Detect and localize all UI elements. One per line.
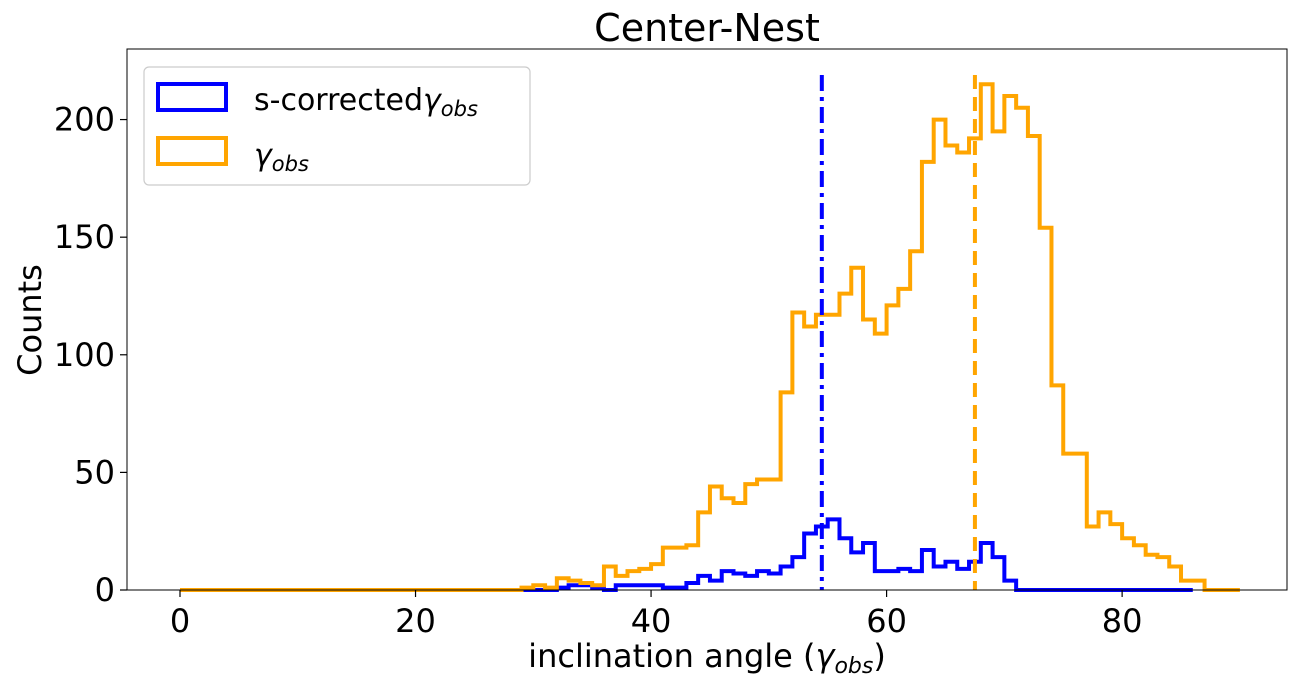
histogram-bin [804, 327, 816, 590]
plot-border [126, 48, 1288, 591]
histogram-bin [733, 503, 745, 590]
legend-swatch-s-corrected [156, 82, 228, 112]
legend: s-correctedγobs γobs [143, 66, 531, 186]
series-s_corrected [521, 517, 1193, 592]
series-outline-s_corrected [521, 517, 1193, 592]
chart-title: Center-Nest [594, 6, 820, 50]
legend-label-s-corrected-text: s-corrected [254, 83, 423, 118]
histogram-bin [993, 131, 1005, 590]
histogram-bin [910, 251, 922, 590]
x-tick-label: 80 [1102, 602, 1143, 640]
x-tick-label: 0 [170, 602, 190, 640]
histogram-bin [934, 120, 946, 590]
y-tick-label: 150 [54, 218, 115, 256]
x-axis-label-end: ) [873, 637, 885, 675]
histogram-bin [675, 548, 687, 590]
vline-layer [819, 75, 977, 590]
legend-label-s-corrected: s-correctedγobs [254, 83, 478, 121]
histogram-bin [616, 576, 628, 590]
histogram-bin [686, 545, 698, 590]
histogram-bin [898, 289, 910, 590]
histogram-bin [722, 498, 734, 590]
legend-frame [143, 66, 531, 186]
histogram-bin [828, 315, 840, 590]
y-tick-label: 0 [95, 571, 115, 609]
legend-label-gamma-obs: γobs [254, 138, 309, 176]
histogram-bin [1146, 555, 1158, 590]
y-tick-label: 200 [54, 101, 115, 139]
x-axis-label-text: inclination angle ( [528, 637, 815, 675]
y-tick-label: 100 [54, 336, 115, 374]
histogram-bin [887, 305, 899, 590]
histogram-bin [769, 479, 781, 590]
histogram-bin [757, 479, 769, 590]
y-axis-ticks: 0 50 100 150 200 [54, 101, 127, 609]
legend-swatch-gamma-obs [156, 136, 228, 166]
legend-label-gamma-obs-symbol: γ [254, 138, 274, 173]
y-axis-label: Counts [11, 264, 49, 376]
x-axis-label-symbol: γ [816, 637, 837, 675]
histogram-bin [1063, 454, 1075, 590]
histogram-bin [875, 334, 887, 590]
histogram-bin [981, 84, 993, 590]
histogram-bin [945, 145, 957, 590]
histogram-bin [1087, 526, 1099, 590]
histogram-bin [1016, 108, 1028, 590]
legend-label-gamma-obs-subscript: obs [272, 152, 309, 176]
histogram-bin [863, 320, 875, 591]
histogram-bin [957, 152, 969, 590]
legend-label-s-corrected-subscript: obs [441, 97, 478, 121]
x-axis-ticks: 0 20 40 60 80 [170, 590, 1143, 640]
x-tick-label: 40 [631, 602, 672, 640]
histogram-bin [1004, 96, 1016, 590]
x-tick-label: 60 [866, 602, 907, 640]
legend-label-s-corrected-symbol: γ [423, 83, 443, 118]
y-tick-label: 50 [74, 453, 115, 491]
x-tick-label: 20 [395, 602, 436, 640]
x-axis-label: inclination angle (γobs) [528, 637, 886, 679]
histogram-bin [839, 294, 851, 590]
x-axis-label-subscript: obs [834, 654, 873, 679]
